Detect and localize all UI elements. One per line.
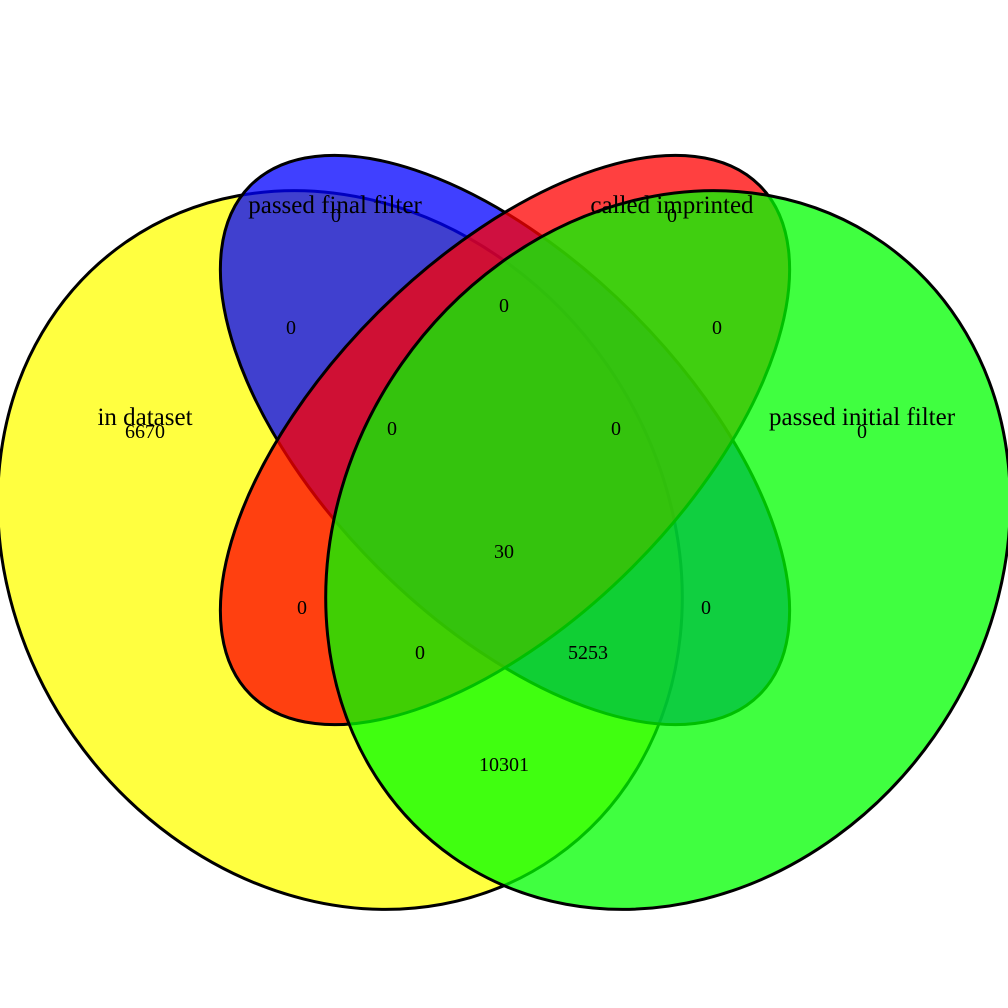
region-count-imprinted-and-initial-filter: 0 [712, 317, 722, 339]
region-count-final-filter-and-imprinted: 0 [499, 295, 509, 317]
region-count-dataset-and-imprinted: 0 [297, 597, 307, 619]
region-count-in-dataset-only: 6670 [125, 421, 165, 443]
set-label-passed-initial-filter: passed initial filter [769, 404, 956, 431]
region-count-all-four: 30 [494, 541, 514, 563]
region-count-called-imprinted-only: 0 [667, 205, 677, 227]
region-count-in-dataset-and-final-filter: 0 [286, 317, 296, 339]
set-label-called-imprinted: called imprinted [590, 192, 754, 219]
region-count-dataset-final-initial: 5253 [568, 642, 608, 664]
region-count-passed-final-filter-only: 0 [331, 205, 341, 227]
region-count-final-filter-and-initial-filter: 0 [701, 597, 711, 619]
region-count-final-imprinted-initial: 0 [611, 418, 621, 440]
region-count-passed-initial-filter-only: 0 [857, 421, 867, 443]
set-label-in-dataset: in dataset [97, 404, 192, 431]
region-count-dataset-imprinted-initial: 0 [415, 642, 425, 664]
set-label-passed-final-filter: passed final filter [248, 192, 422, 219]
set-passed-initial-filter-ellipse [324, 189, 1008, 911]
region-count-dataset-final-imprinted: 0 [387, 418, 397, 440]
region-count-dataset-and-initial-filter: 10301 [479, 754, 529, 776]
